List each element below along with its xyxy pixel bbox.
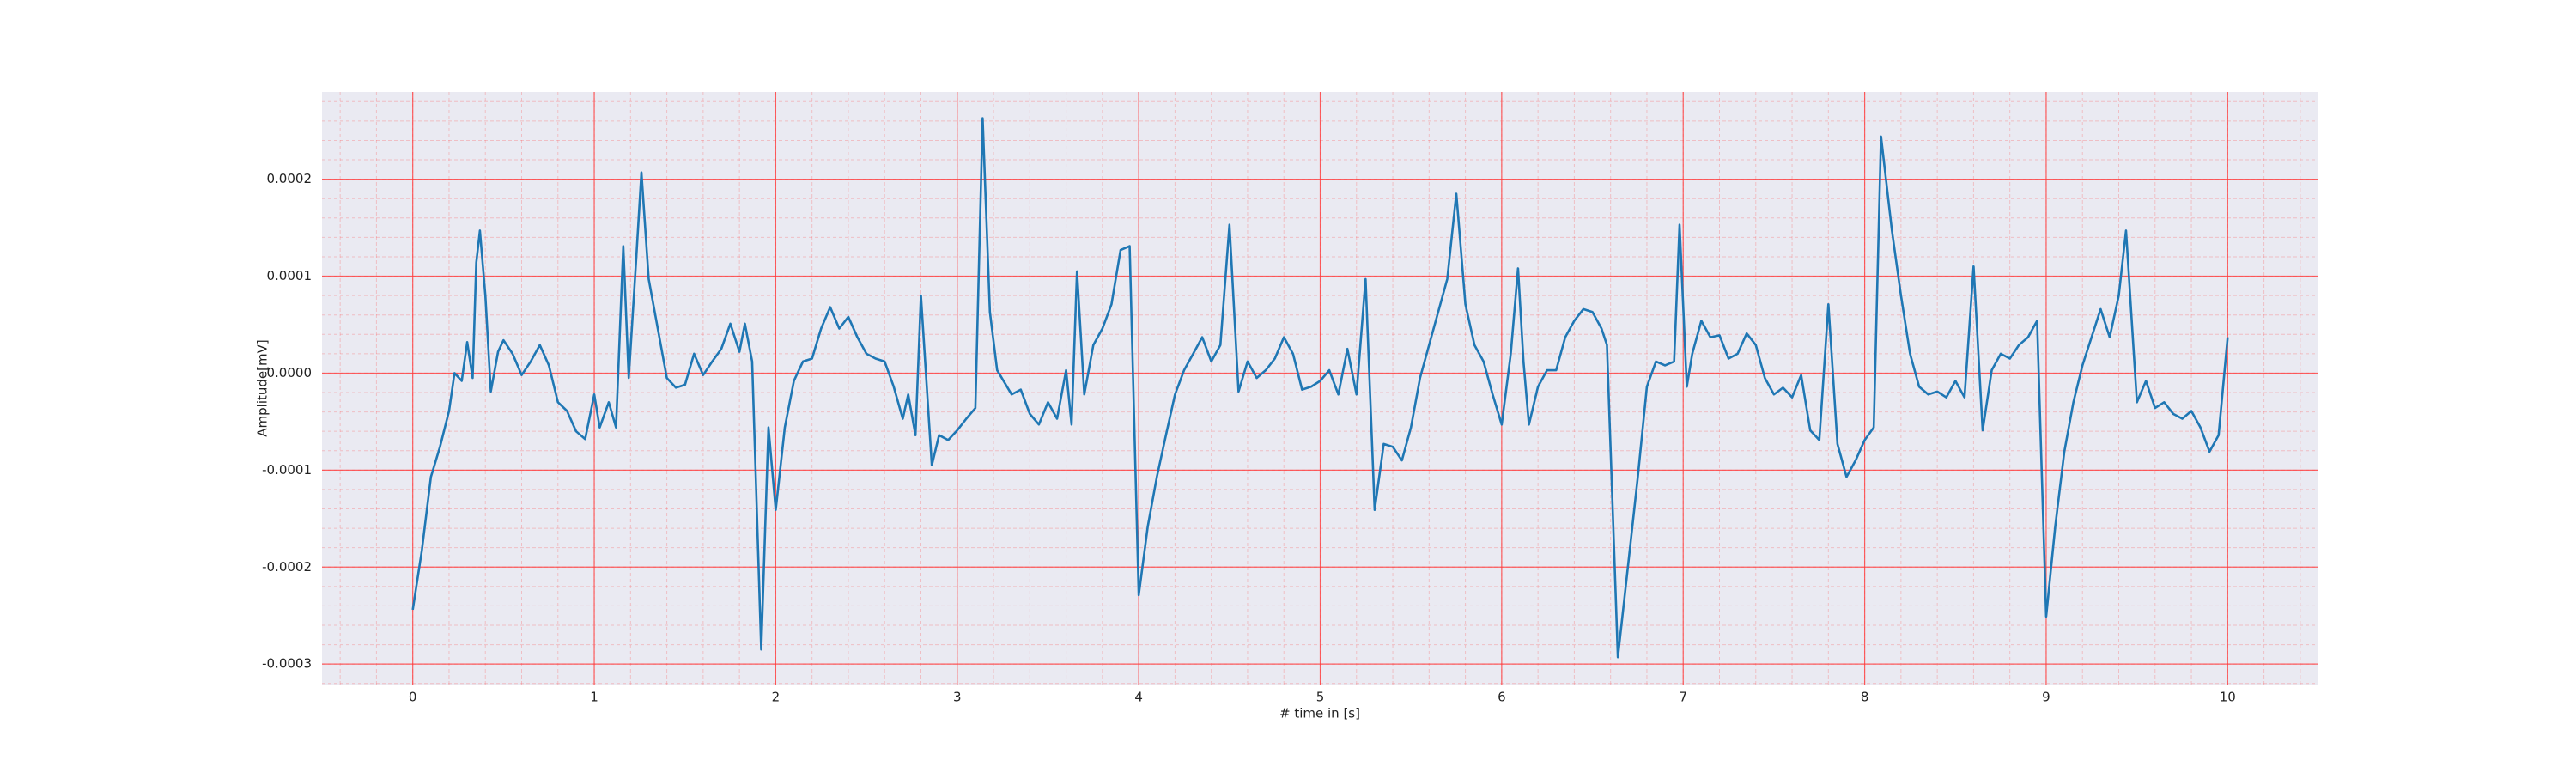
x-tick-label: 3 <box>953 690 962 705</box>
x-tick-label: 2 <box>772 690 781 705</box>
x-tick-label: 1 <box>590 690 598 705</box>
plot-area <box>322 92 2318 685</box>
x-tick-label: 10 <box>2220 690 2236 705</box>
x-tick-label: 8 <box>1861 690 1869 705</box>
y-tick-label: -0.0003 <box>262 656 312 672</box>
y-axis-label: Amplitude[mV] <box>255 339 270 436</box>
x-tick-label: 6 <box>1498 690 1506 705</box>
x-axis-label: # time in [s] <box>1279 706 1360 721</box>
x-tick-label: 4 <box>1134 690 1143 705</box>
y-tick-label: 0.0000 <box>267 365 313 380</box>
y-tick-label: -0.0002 <box>262 559 312 575</box>
x-tick-label: 5 <box>1316 690 1325 705</box>
x-tick-label: 0 <box>409 690 417 705</box>
y-tick-label: -0.0001 <box>262 462 312 478</box>
signal-line <box>411 117 2229 659</box>
y-tick-label: 0.0001 <box>267 268 313 283</box>
x-tick-label: 9 <box>2042 690 2050 705</box>
y-tick-label: 0.0002 <box>267 171 313 186</box>
x-tick-label: 7 <box>1679 690 1687 705</box>
